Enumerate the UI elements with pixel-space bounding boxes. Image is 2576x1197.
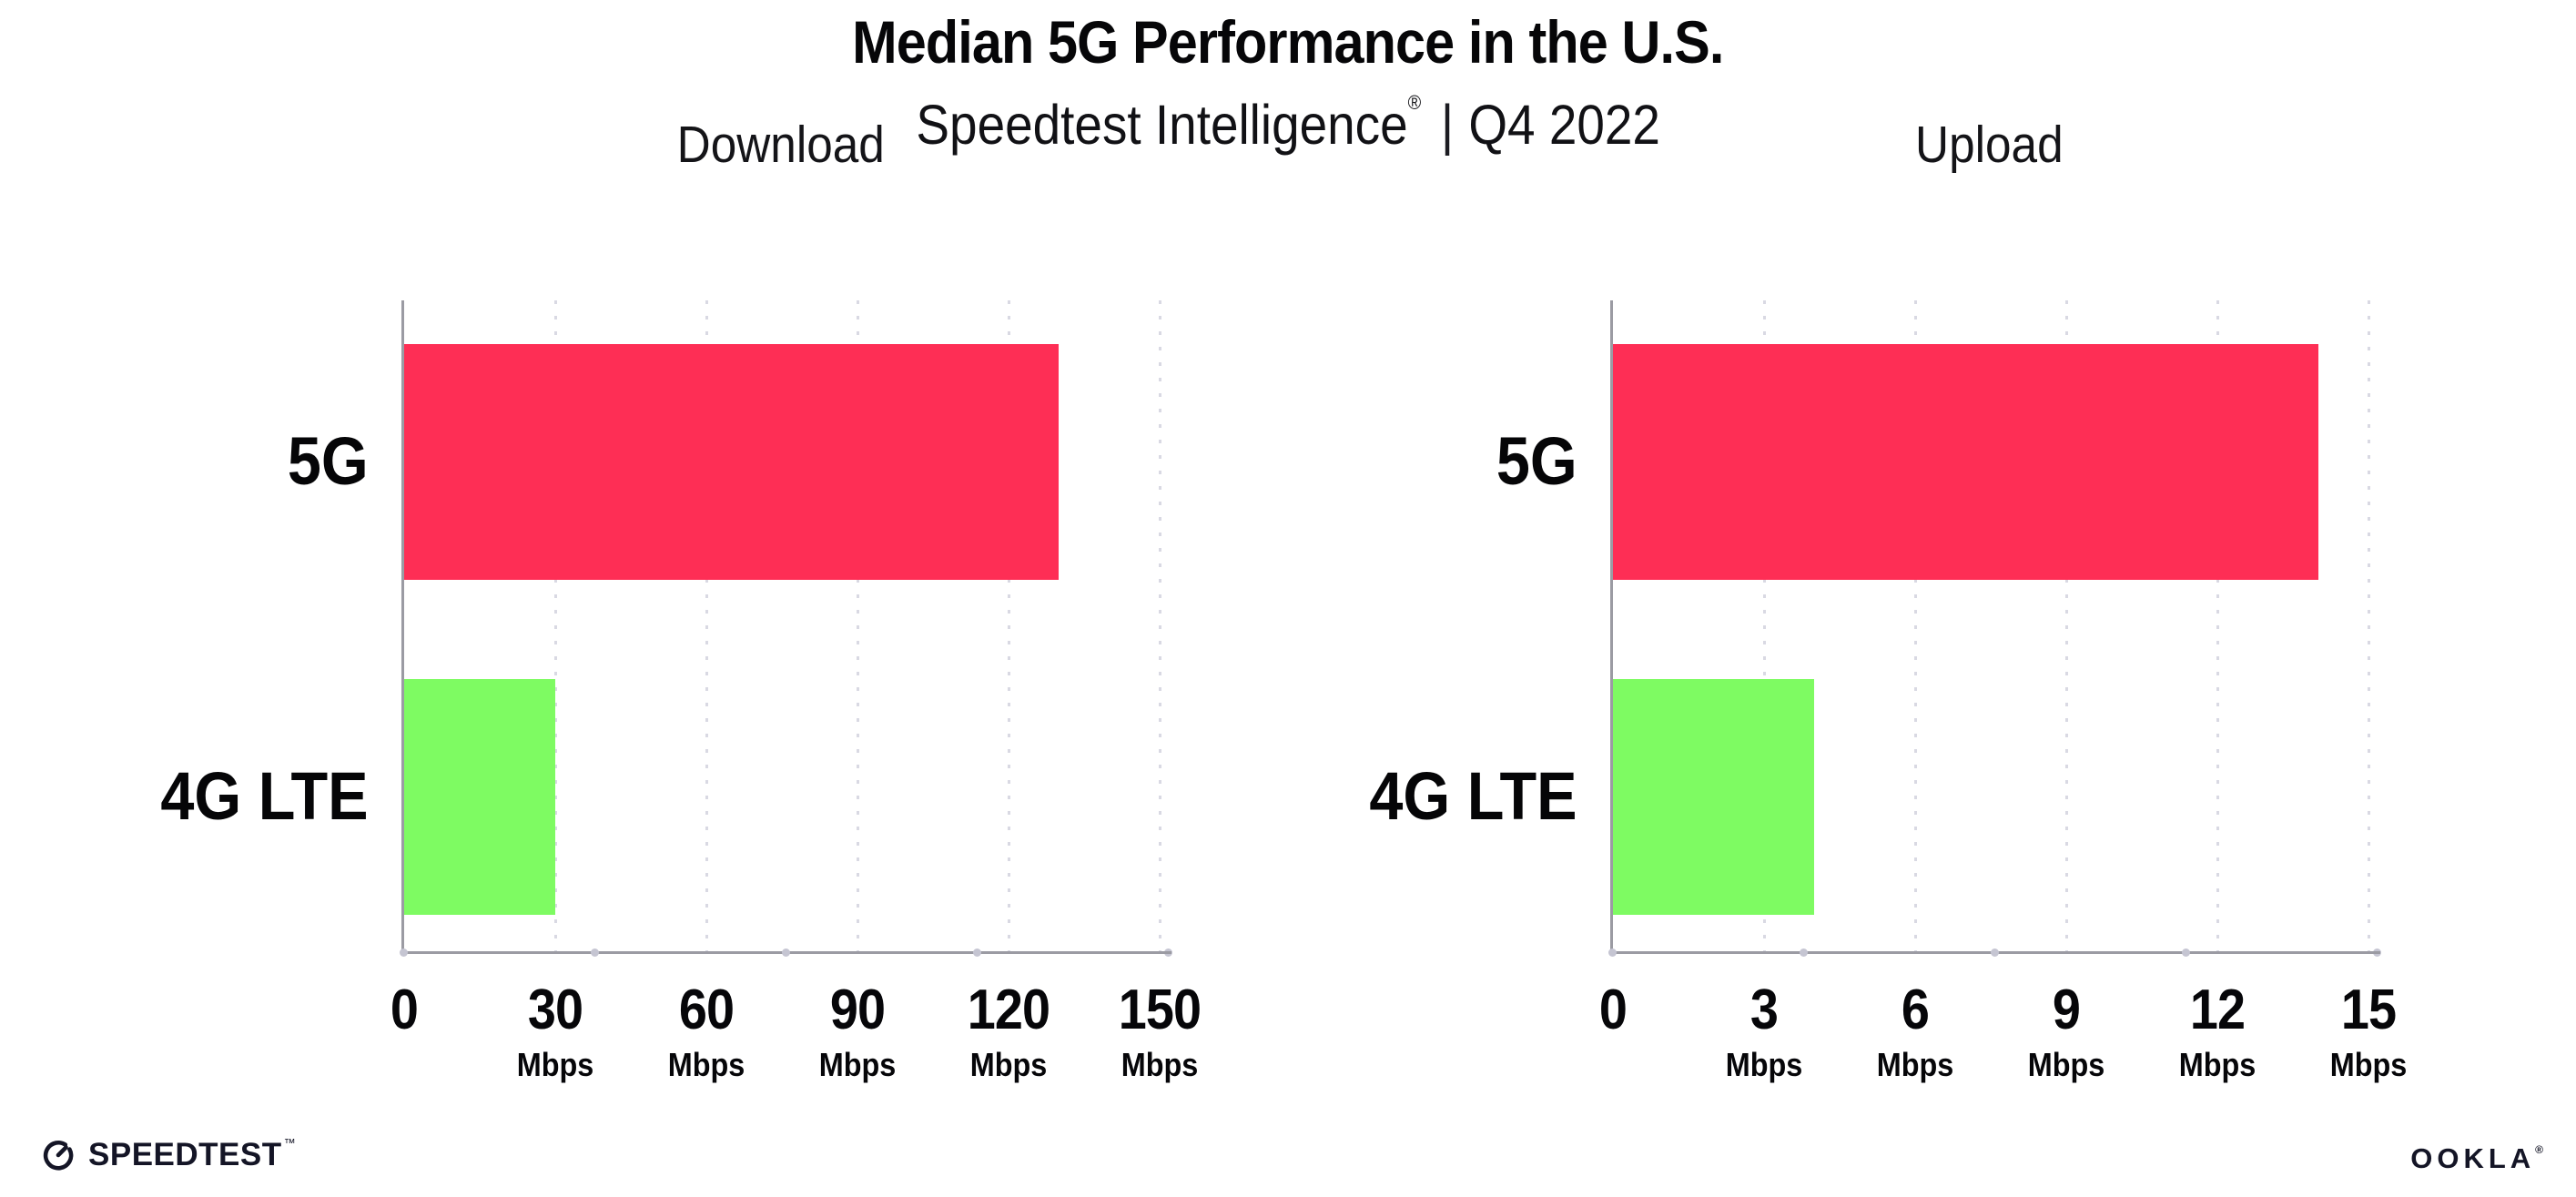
axis-tick-dot [1991, 948, 1999, 957]
x-tick-60: 60 Mbps [667, 979, 745, 1083]
axis-tick-dot [591, 948, 599, 957]
x-tick-9: 9 Mbps [2027, 979, 2105, 1083]
gridline [1914, 300, 1917, 951]
speedtest-wordmark: SPEEDTEST ™ [88, 1136, 297, 1172]
gridline [2216, 300, 2219, 951]
gridline [554, 300, 557, 951]
page-title-text: Median 5G Performance in the U.S. [852, 8, 1724, 76]
download-category-label-5g: 5G [288, 423, 369, 499]
upload-category-label-4g-lte: 4G LTE [1369, 758, 1577, 834]
axis-tick-dot [1164, 948, 1172, 957]
speedtest-logo: SPEEDTEST ™ [40, 1136, 296, 1173]
page-title: Median 5G Performance in the U.S. [0, 7, 2576, 76]
axis-tick-dot [973, 948, 981, 957]
x-tick-3: 3 Mbps [1725, 979, 1803, 1083]
upload-4g-lte-bar [1613, 679, 1815, 915]
axis-tick-dot [1800, 948, 1808, 957]
x-tick-30: 30 Mbps [516, 979, 594, 1083]
x-tick-12: 12 Mbps [2178, 979, 2257, 1083]
axis-tick-dot [400, 948, 408, 957]
registered-mark: ® [1407, 91, 1422, 114]
download-chart-title: Download [676, 116, 885, 174]
axis-tick-dot [1608, 948, 1617, 957]
subtitle-brand: Speedtest Intelligence [916, 94, 1408, 156]
download-category-label-4g-lte: 4G LTE [160, 758, 369, 834]
speedtest-gauge-icon [40, 1137, 76, 1173]
x-tick-150: 150 Mbps [1118, 979, 1202, 1083]
ookla-wordmark: OOKLA [2410, 1142, 2536, 1174]
x-tick-15: 15 Mbps [2329, 979, 2408, 1083]
axis-tick-dot [2182, 948, 2190, 957]
subtitle-separator: | [1440, 94, 1454, 156]
gridline [1159, 300, 1161, 951]
download-5g-bar [404, 344, 1060, 580]
subtitle-period: Q4 2022 [1468, 94, 1660, 156]
gridline [2065, 300, 2068, 951]
x-tick-0: 0 [390, 979, 419, 1041]
gridline [857, 300, 859, 951]
upload-chart-title: Upload [1915, 116, 2064, 174]
gridline [1763, 300, 1766, 951]
upload-5g-bar [1613, 344, 2318, 580]
download-4g-lte-bar [404, 679, 555, 915]
x-tick-90: 90 Mbps [818, 979, 897, 1083]
registered-mark: ® [2535, 1143, 2543, 1156]
gridline [2368, 300, 2370, 951]
trademark-mark: ™ [283, 1136, 297, 1150]
x-tick-120: 120 Mbps [967, 979, 1050, 1083]
axis-tick-dot [782, 948, 790, 957]
gridline [705, 300, 708, 951]
page-subtitle: Speedtest Intelligence® | Q4 2022 [0, 91, 2576, 157]
upload-category-label-5g: 5G [1496, 423, 1577, 499]
x-tick-6: 6 Mbps [1876, 979, 1954, 1083]
download-plot-area: 0 30 Mbps 60 Mbps 90 Mbps 120 Mbps 150 Mbps [390, 300, 1202, 1083]
upload-plot-area: 0 3 Mbps 6 Mbps 9 Mbps 12 Mbps 15 Mbps [1599, 300, 2407, 1083]
x-tick-0: 0 [1598, 979, 1628, 1041]
ookla-logo: OOKLA® [2410, 1142, 2543, 1175]
page-subtitle-text: Speedtest Intelligence® | Q4 2022 [916, 91, 1660, 157]
axis-tick-dot [2373, 948, 2381, 957]
gridline [1008, 300, 1010, 951]
